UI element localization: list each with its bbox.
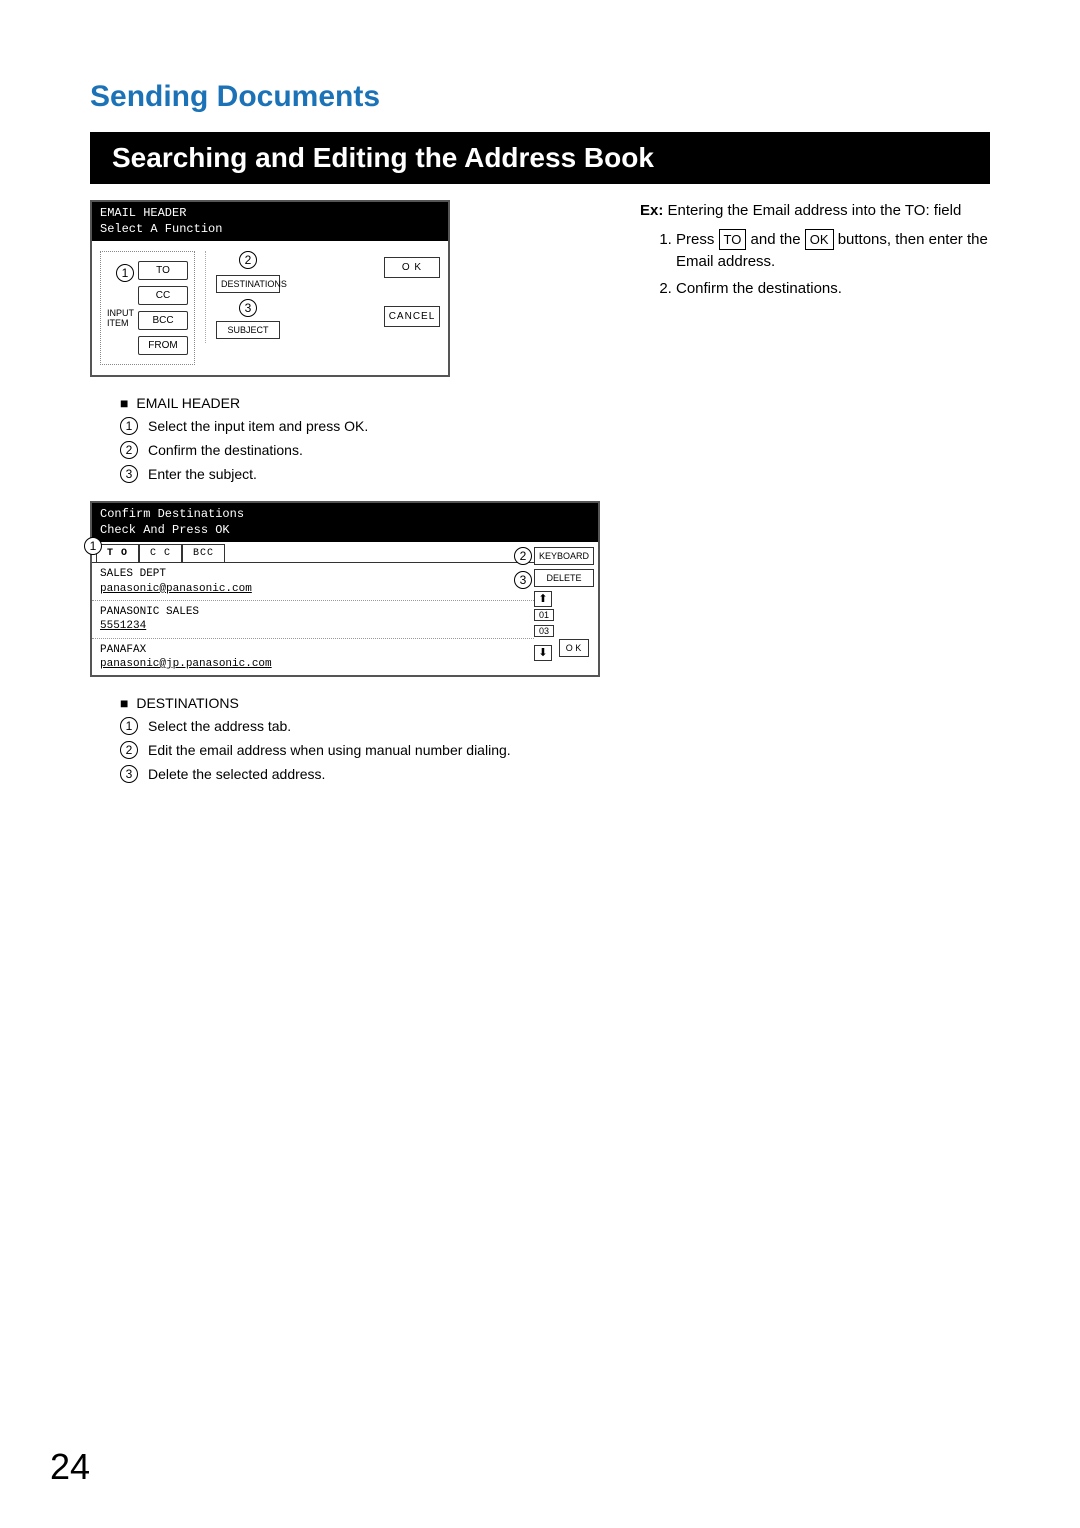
step-3: 3 Enter the subject. bbox=[120, 465, 600, 483]
num-1-icon: 1 bbox=[120, 717, 138, 735]
ok-button[interactable]: O K bbox=[384, 257, 440, 278]
cc-button[interactable]: CC bbox=[138, 286, 188, 305]
destinations-label: ■ DESTINATIONS bbox=[120, 695, 600, 711]
step-1-text: Select the input item and press OK. bbox=[148, 418, 368, 434]
num-3-icon: 3 bbox=[120, 465, 138, 483]
email-header-label: ■ EMAIL HEADER bbox=[120, 395, 600, 411]
dest-step-3-text: Delete the selected address. bbox=[148, 766, 325, 782]
screen2-header-line1: Confirm Destinations bbox=[100, 507, 590, 523]
ok-button-2[interactable]: O K bbox=[559, 639, 589, 657]
step1-part-a: Press bbox=[676, 231, 719, 248]
screen1-header-line1: EMAIL HEADER bbox=[100, 206, 440, 222]
screen-email-header: EMAIL HEADER Select A Function INPUT ITE… bbox=[90, 200, 450, 377]
dest-step-1-text: Select the address tab. bbox=[148, 718, 291, 734]
list-item[interactable]: SALES DEPT panasonic@panasonic.com bbox=[92, 563, 534, 601]
down-arrow-icon[interactable]: ⬇ bbox=[534, 645, 552, 661]
tab-to[interactable]: T O bbox=[96, 544, 139, 562]
email-header-steps: 1 Select the input item and press OK. 2 Co… bbox=[120, 417, 600, 483]
list-item[interactable]: PANAFAX panasonic@jp.panasonic.com bbox=[92, 639, 534, 676]
callout-2-icon: 2 bbox=[239, 251, 257, 269]
screen-destinations: Confirm Destinations Check And Press OK … bbox=[90, 501, 600, 677]
input-item-label: INPUT ITEM bbox=[107, 309, 134, 329]
subject-button[interactable]: SUBJECT bbox=[216, 321, 280, 339]
keyboard-button[interactable]: KEYBOARD bbox=[534, 547, 594, 565]
from-button[interactable]: FROM bbox=[138, 336, 188, 355]
destinations-steps: 1 Select the address tab. 2 Edit the email… bbox=[120, 717, 600, 783]
dest-name: SALES DEPT bbox=[100, 567, 526, 581]
inline-ok-button: OK bbox=[805, 229, 834, 251]
example-step-2: Confirm the destinations. bbox=[676, 278, 990, 301]
dest-addr: panasonic@panasonic.com bbox=[100, 582, 526, 596]
callout-1-icon: 1 bbox=[116, 264, 134, 282]
dest-addr: panasonic@jp.panasonic.com bbox=[100, 657, 526, 671]
up-arrow-icon[interactable]: ⬆ bbox=[534, 591, 552, 607]
dest-step-2: 2 Edit the email address when using manua… bbox=[120, 741, 600, 759]
dest-step-1: 1 Select the address tab. bbox=[120, 717, 600, 735]
screen2-header-line2: Check And Press OK bbox=[100, 523, 590, 539]
to-button[interactable]: TO bbox=[138, 261, 188, 280]
ex-label: Ex: bbox=[640, 202, 663, 219]
step-1: 1 Select the input item and press OK. bbox=[120, 417, 600, 435]
dest-step-3: 3 Delete the selected address. bbox=[120, 765, 600, 783]
screen2-header: Confirm Destinations Check And Press OK bbox=[92, 503, 598, 542]
dest-name: PANASONIC SALES bbox=[100, 605, 526, 619]
num-2-icon: 2 bbox=[120, 741, 138, 759]
callout-3-icon: 3 bbox=[239, 299, 257, 317]
dest-addr: 5551234 bbox=[100, 619, 526, 633]
dest-name: PANAFAX bbox=[100, 643, 526, 657]
num-2-icon: 2 bbox=[120, 441, 138, 459]
page-bot: 03 bbox=[534, 625, 554, 637]
dest-step-2-text: Edit the email address when using manual… bbox=[148, 742, 511, 758]
example-step-1: Press TO and the OK buttons, then enter … bbox=[676, 229, 990, 274]
step-2-text: Confirm the destinations. bbox=[148, 442, 303, 458]
step-2: 2 Confirm the destinations. bbox=[120, 441, 600, 459]
example-sidebar: Ex: Entering the Email address into the … bbox=[640, 200, 990, 789]
destinations-text: DESTINATIONS bbox=[136, 695, 238, 711]
tab-cc[interactable]: C C bbox=[139, 544, 182, 562]
example-steps: Press TO and the OK buttons, then enter … bbox=[658, 229, 990, 301]
page-top: 01 bbox=[534, 609, 554, 621]
inline-to-button: TO bbox=[719, 229, 747, 251]
delete-button[interactable]: DELETE bbox=[534, 569, 594, 587]
cancel-button[interactable]: CANCEL bbox=[384, 306, 440, 327]
destinations-button[interactable]: DESTINATIONS bbox=[216, 275, 280, 293]
tab-bcc[interactable]: BCC bbox=[182, 544, 225, 562]
num-1-icon: 1 bbox=[120, 417, 138, 435]
square-bullet-icon: ■ bbox=[120, 695, 128, 711]
section-title: Sending Documents bbox=[90, 80, 990, 114]
email-header-text: EMAIL HEADER bbox=[136, 395, 240, 411]
screen1-header: EMAIL HEADER Select A Function bbox=[92, 202, 448, 241]
side-panel: 2 KEYBOARD DELETE ⬆ 3 01 03 ⬇ O K bbox=[534, 547, 594, 661]
num-3-icon: 3 bbox=[120, 765, 138, 783]
list-item[interactable]: PANASONIC SALES 5551234 bbox=[92, 601, 534, 639]
page-number: 24 bbox=[50, 1446, 90, 1488]
destination-list: SALES DEPT panasonic@panasonic.com PANAS… bbox=[92, 562, 534, 675]
ex-text: Entering the Email address into the TO: … bbox=[668, 202, 962, 219]
subsection-bar: Searching and Editing the Address Book bbox=[90, 132, 990, 184]
bcc-button[interactable]: BCC bbox=[138, 311, 188, 330]
step-3-text: Enter the subject. bbox=[148, 466, 257, 482]
square-bullet-icon: ■ bbox=[120, 395, 128, 411]
screen1-header-line2: Select A Function bbox=[100, 222, 440, 238]
step1-part-b: and the bbox=[746, 231, 804, 248]
